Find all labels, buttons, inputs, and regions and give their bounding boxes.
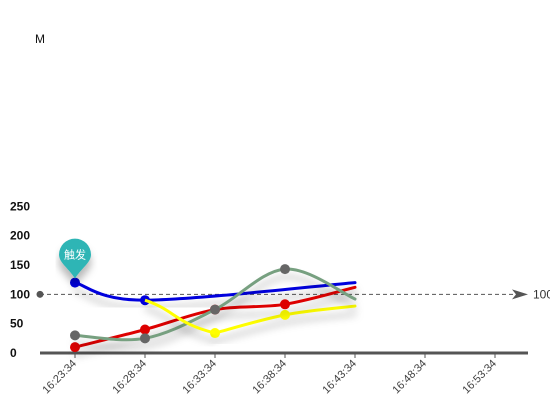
y-tick-label: 250 bbox=[10, 199, 30, 213]
y-tick-label: 50 bbox=[10, 317, 24, 331]
y-tick-label: 100 bbox=[10, 287, 30, 301]
x-tick-label: 16:23:34 bbox=[40, 358, 79, 397]
x-tick-label: 16:33:34 bbox=[180, 358, 219, 397]
data-point bbox=[140, 333, 150, 344]
series-line bbox=[73, 281, 357, 302]
y-tick-label: 150 bbox=[10, 258, 30, 272]
data-point bbox=[70, 277, 80, 288]
series-group bbox=[210, 304, 357, 339]
series-group bbox=[70, 264, 357, 353]
data-point bbox=[280, 309, 290, 320]
data-point bbox=[70, 330, 80, 341]
mark-line-group: 100 bbox=[36, 287, 550, 301]
mark-line-arrow bbox=[512, 289, 528, 300]
x-tick-label: 16:48:34 bbox=[390, 358, 429, 397]
data-point bbox=[140, 324, 150, 335]
series-group bbox=[70, 264, 357, 344]
data-point bbox=[280, 299, 290, 310]
y-axis-unit: M bbox=[35, 32, 45, 46]
x-tick-label: 16:38:34 bbox=[250, 358, 289, 397]
data-point bbox=[70, 342, 80, 353]
series-line bbox=[144, 298, 216, 335]
mark-point-label: 触发 bbox=[64, 248, 86, 262]
mark-point-pin bbox=[59, 238, 91, 279]
mark-point-group: 触发 bbox=[59, 238, 91, 279]
mark-line-label: 100 bbox=[533, 287, 550, 301]
y-tick-label: 0 bbox=[10, 346, 17, 360]
x-tick-label: 16:53:34 bbox=[460, 358, 499, 397]
axes: M 0 50 100 150 200 250 16:23:34 16:28:34 16:33:34… bbox=[10, 32, 528, 396]
x-tick-label: 16:28:34 bbox=[110, 358, 149, 397]
data-point bbox=[210, 304, 220, 315]
series-group bbox=[70, 277, 357, 306]
data-point bbox=[280, 264, 290, 275]
y-tick-label: 200 bbox=[10, 229, 30, 243]
x-tick-label: 16:43:34 bbox=[320, 358, 359, 397]
